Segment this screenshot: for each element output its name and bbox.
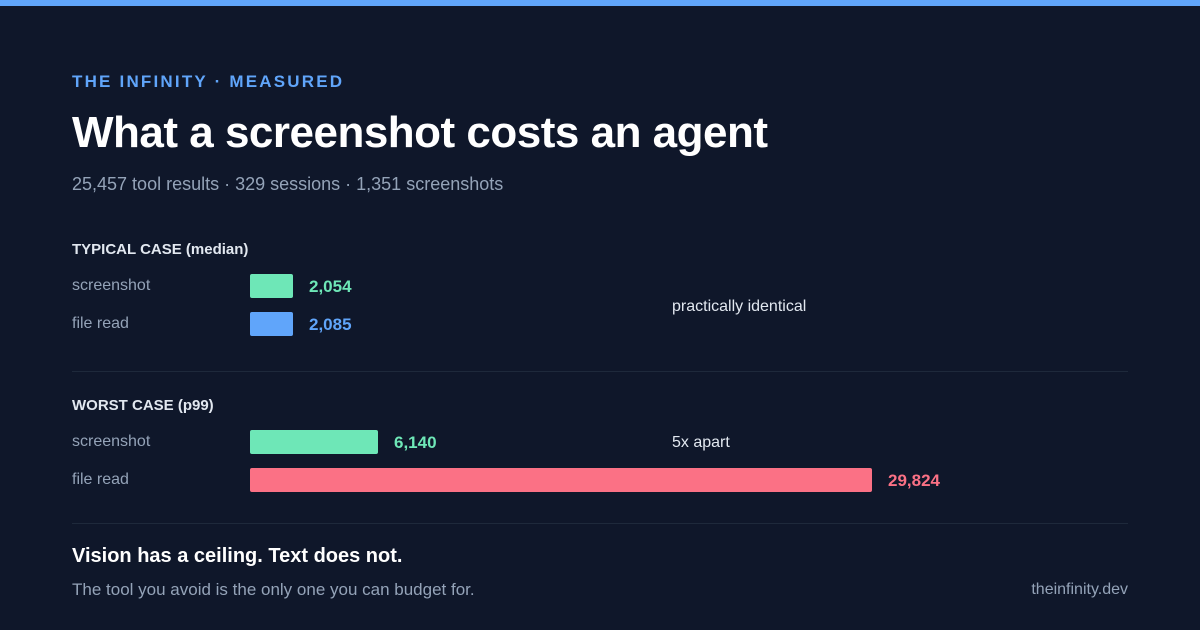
value-label-worst-screenshot: 6,140 xyxy=(394,433,437,452)
bar-worst-file-read xyxy=(250,468,872,492)
eyebrow-label: THE INFINITY · MEASURED xyxy=(72,72,345,91)
footer-divider xyxy=(72,523,1128,524)
footer-subtext: The tool you avoid is the only one you c… xyxy=(72,580,475,599)
footer-headline: Vision has a ceiling. Text does not. xyxy=(72,545,403,567)
row-label-worst-file-read: file read xyxy=(72,471,129,488)
annotation-typical: practically identical xyxy=(672,298,807,315)
page-subtitle: 25,457 tool results · 329 sessions · 1,3… xyxy=(72,174,504,194)
accent-top-bar xyxy=(0,0,1200,6)
page-title: What a screenshot costs an agent xyxy=(72,108,768,157)
row-label-typical-screenshot: screenshot xyxy=(72,277,151,294)
bar-typical-screenshot xyxy=(250,274,293,298)
bar-worst-screenshot xyxy=(250,430,378,454)
row-label-typical-file-read: file read xyxy=(72,315,129,332)
annotation-worst: 5x apart xyxy=(672,434,730,451)
value-label-typical-file-read: 2,085 xyxy=(309,315,352,334)
bar-typical-file-read xyxy=(250,312,293,336)
value-label-typical-screenshot: 2,054 xyxy=(309,277,352,296)
value-label-worst-file-read: 29,824 xyxy=(888,471,940,490)
section-title-worst: WORST CASE (p99) xyxy=(72,397,214,414)
section-title-typical: TYPICAL CASE (median) xyxy=(72,241,249,258)
section-divider xyxy=(72,371,1128,372)
row-label-worst-screenshot: screenshot xyxy=(72,433,151,450)
site-link[interactable]: theinfinity.dev xyxy=(1031,581,1128,598)
